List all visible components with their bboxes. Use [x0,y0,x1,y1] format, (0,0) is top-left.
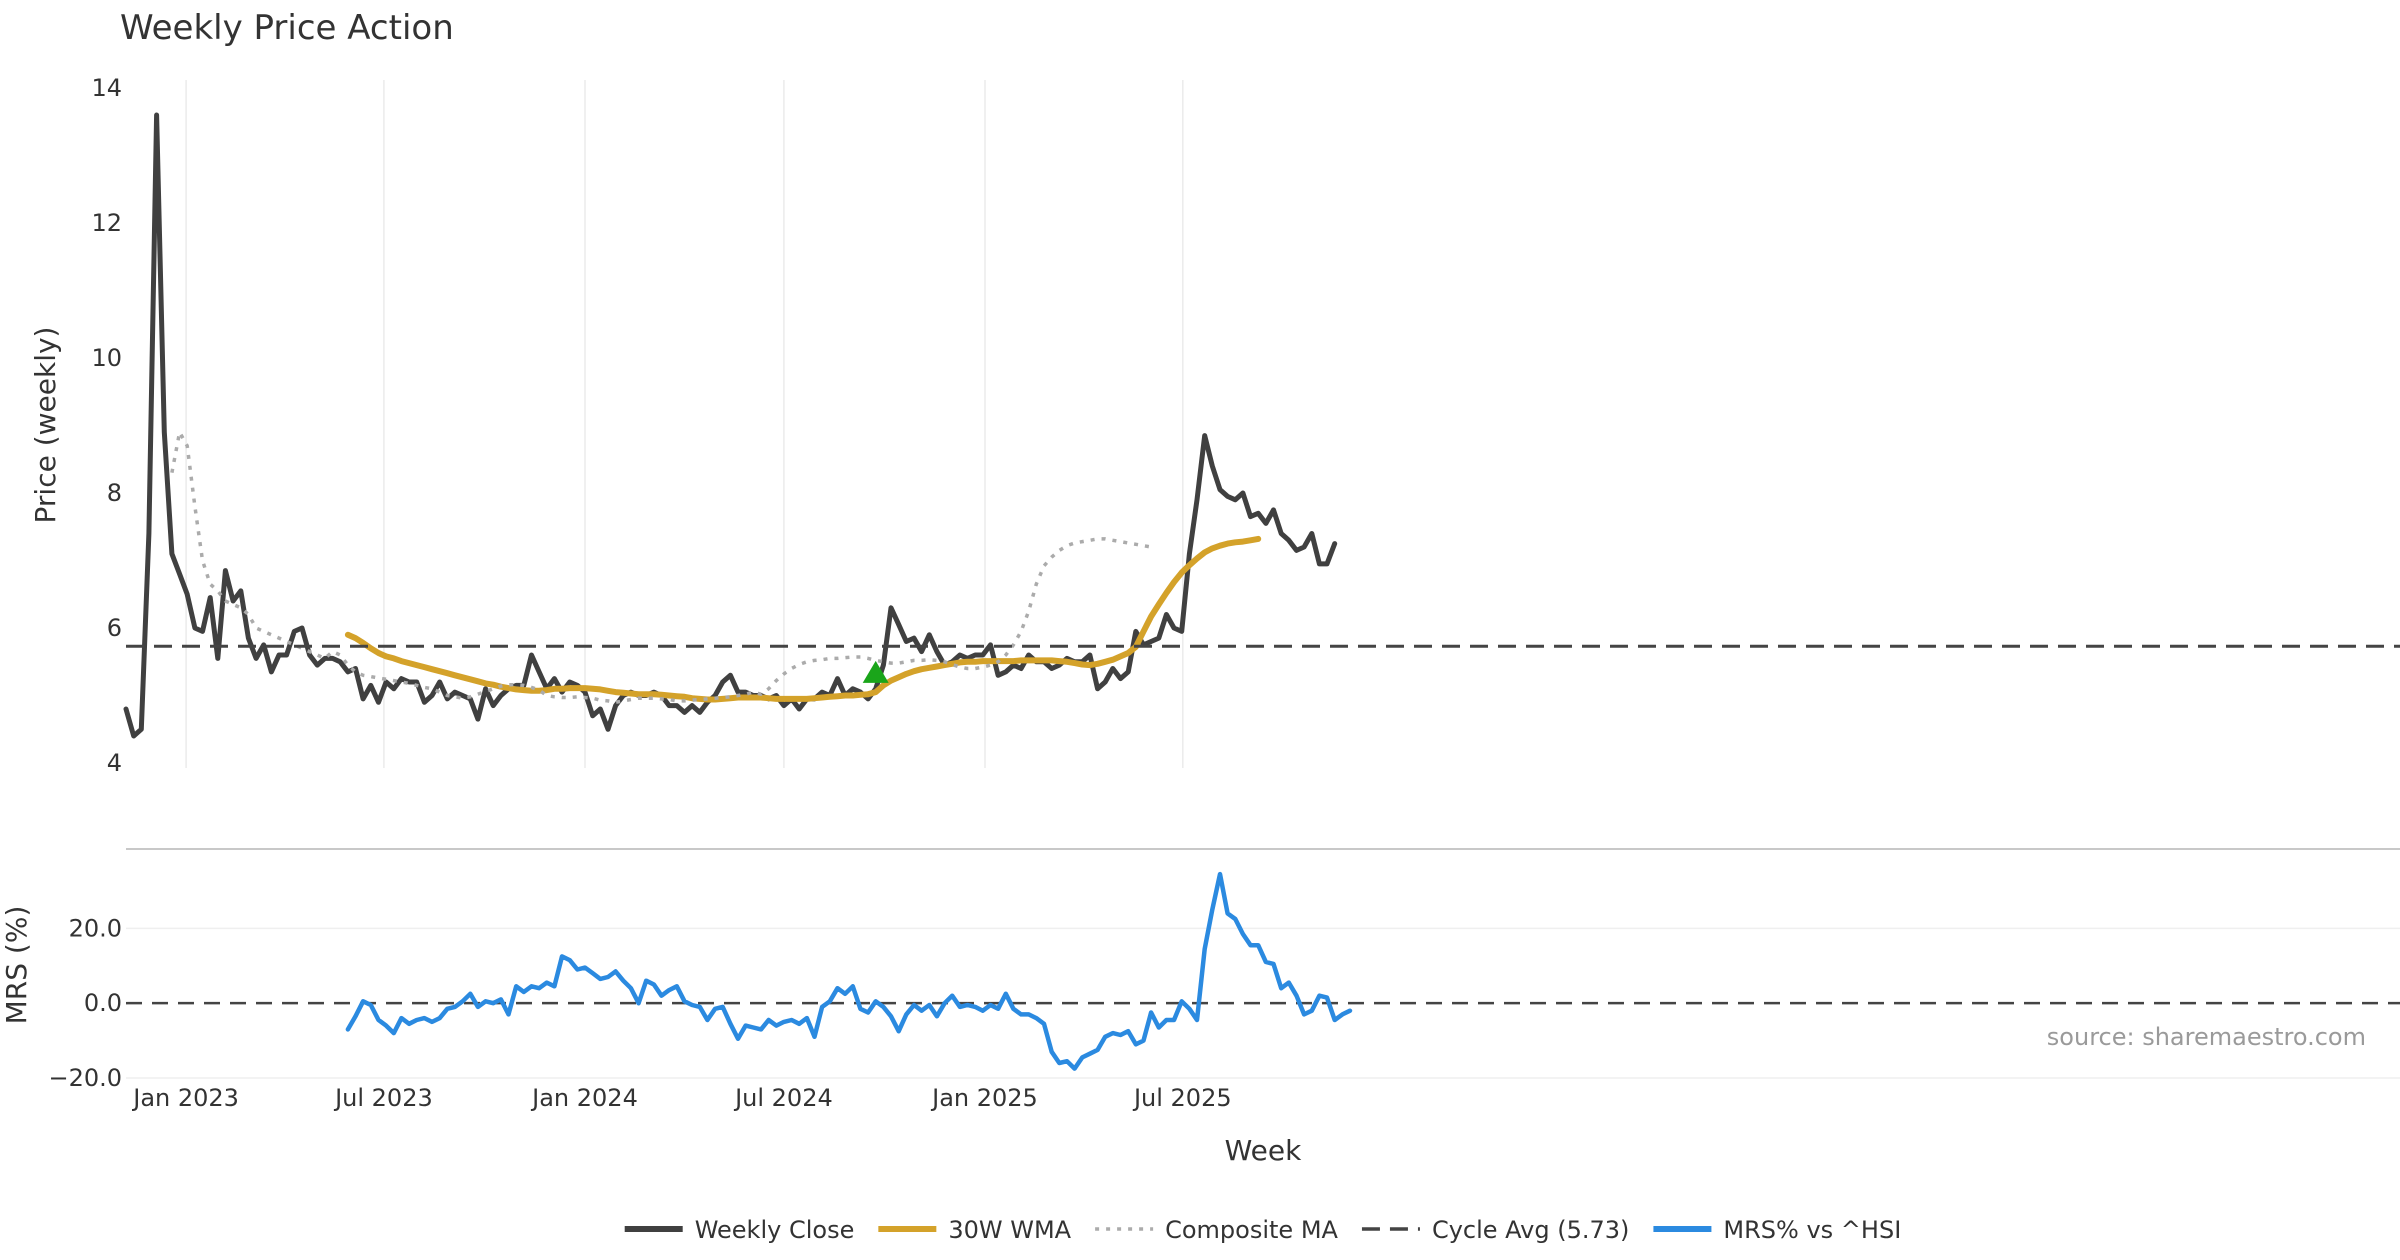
x-tick-label: Jan 2024 [530,1084,638,1112]
mrs-y-axis-label: MRS (%) [0,906,33,1025]
series-composite-ma [170,430,1152,705]
mrs-y-tick: −20.0 [48,1064,122,1092]
price-y-tick: 12 [91,209,122,237]
price-y-axis-label: Price (weekly) [29,327,62,524]
legend-label: Composite MA [1165,1216,1338,1244]
mrs-y-tick: 0.0 [84,989,122,1017]
legend: Weekly Close 30W WMA Composite MA Cycle Avg… [624,1216,1901,1244]
price-grid [185,80,1184,768]
legend-item: Composite MA [1095,1216,1339,1244]
price-y-tick: 6 [107,614,122,642]
x-axis-label: Week [1225,1134,1302,1167]
legend-label: Cycle Avg (5.73) [1432,1216,1629,1244]
x-tick-label: Jan 2025 [930,1084,1038,1112]
mrs-y-tick: 20.0 [69,914,122,942]
legend-label: 30W WMA [948,1216,1071,1244]
price-y-tick: 4 [107,749,122,777]
price-y-tick: 10 [91,344,122,372]
mrs-y-ticks: −20.0 0.0 20.0 [48,914,122,1092]
chart-title: Weekly Price Action [120,8,454,48]
source-note: source: sharemaestro.com [2047,1023,2366,1051]
mrs-series [345,871,1353,1071]
legend-item: 30W WMA [878,1216,1072,1244]
x-tick-label: Jul 2024 [733,1084,833,1112]
x-tick-label: Jul 2023 [333,1084,433,1112]
legend-item: Cycle Avg (5.73) [1361,1216,1629,1244]
price-y-ticks: 4 6 8 10 12 14 [91,74,122,777]
price-y-tick: 14 [91,74,122,102]
series-mrs-vs-hsi [345,871,1353,1071]
series-weekly-close [123,112,1338,739]
x-tick-label: Jul 2025 [1132,1084,1232,1112]
x-tick-label: Jan 2023 [131,1084,239,1112]
legend-item: Weekly Close [624,1216,855,1244]
legend-item: MRS% vs ^HSI [1653,1216,1901,1244]
legend-label: Weekly Close [695,1216,855,1244]
legend-label: MRS% vs ^HSI [1723,1216,1901,1244]
buy-signal-marker [862,660,889,683]
price-series [123,112,2400,739]
x-axis-ticks: Jan 2023 Jul 2023 Jan 2024 Jul 2024 Jan 2025… [131,1084,1231,1112]
price-y-tick: 8 [107,479,122,507]
